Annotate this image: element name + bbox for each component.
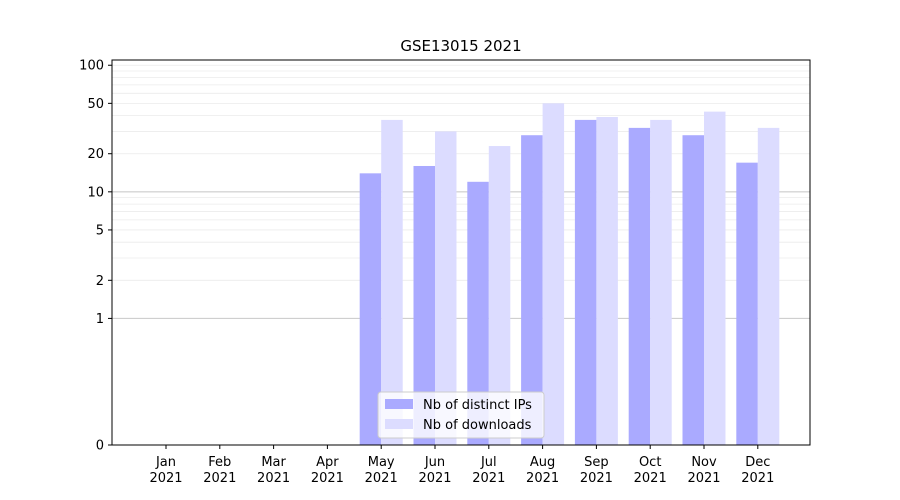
bar-distinct-ips [521, 135, 543, 445]
bar-downloads [488, 146, 511, 445]
legend: Nb of distinct IPs Nb of downloads [377, 391, 545, 439]
y-tick-label: 2 [96, 274, 104, 289]
bar-downloads [757, 127, 780, 445]
x-tick-label-year: 2021 [311, 471, 344, 486]
bar-distinct-ips [359, 173, 382, 445]
x-tick-label-year: 2021 [741, 471, 774, 486]
y-tick-label: 10 [87, 185, 104, 200]
bar-downloads [596, 117, 618, 446]
y-axis: 0 1 2 5 10 20 50 100 [79, 59, 112, 454]
y-tick-label: 5 [96, 223, 104, 238]
bar-downloads [381, 119, 403, 445]
x-tick-label-month: Dec [745, 455, 770, 470]
x-tick-label-month: Jun [424, 455, 445, 470]
x-tick-label-month: Oct [639, 455, 661, 470]
x-tick-label-month: Aug [530, 455, 555, 470]
x-tick-label-year: 2021 [472, 471, 505, 486]
y-tick-label: 100 [79, 59, 104, 74]
x-tick-label-year: 2021 [418, 471, 451, 486]
bar-distinct-ips [413, 165, 435, 446]
bar-distinct-ips [574, 119, 597, 445]
x-tick-label-year: 2021 [634, 471, 667, 486]
y-tick-label: 1 [96, 312, 104, 327]
y-tick-label: 50 [87, 97, 104, 112]
x-tick-label-year: 2021 [149, 471, 182, 486]
x-tick-label-month: Jan [155, 455, 176, 470]
bar-downloads [650, 119, 672, 445]
chart-title: GSE13015 2021 [400, 37, 521, 55]
y-tick-label: 20 [87, 147, 104, 162]
bar-downloads [704, 111, 726, 445]
bar-downloads [435, 131, 457, 445]
bar-distinct-ips [682, 135, 704, 445]
x-tick-label-year: 2021 [526, 471, 559, 486]
bar-distinct-ips [736, 162, 758, 445]
x-tick-label-year: 2021 [257, 471, 290, 486]
x-tick-label-month: Nov [691, 455, 717, 470]
bar-downloads [542, 103, 565, 445]
x-tick-label-month: Apr [316, 455, 339, 470]
x-tick-label-month: Mar [261, 455, 286, 470]
x-tick-label-year: 2021 [203, 471, 236, 486]
bars [359, 103, 780, 446]
x-tick-label-month: May [368, 455, 395, 470]
x-tick-label-month: Feb [208, 455, 231, 470]
legend-swatch [385, 399, 413, 409]
bar-distinct-ips [628, 127, 651, 445]
legend-label: Nb of distinct IPs [423, 398, 532, 413]
x-tick-label-year: 2021 [365, 471, 398, 486]
x-tick-label-month: Sep [584, 455, 609, 470]
y-tick-label: 0 [96, 439, 104, 454]
legend-label: Nb of downloads [423, 418, 532, 433]
x-tick-label-year: 2021 [580, 471, 613, 486]
x-axis: Jan2021Feb2021Mar2021Apr2021May2021Jun20… [149, 445, 774, 486]
legend-swatch [385, 419, 413, 429]
plot-frame [111, 59, 811, 446]
x-tick-label-year: 2021 [687, 471, 720, 486]
x-tick-label-month: Jul [480, 455, 497, 470]
bar-distinct-ips [467, 181, 489, 445]
legend-box [377, 391, 545, 439]
